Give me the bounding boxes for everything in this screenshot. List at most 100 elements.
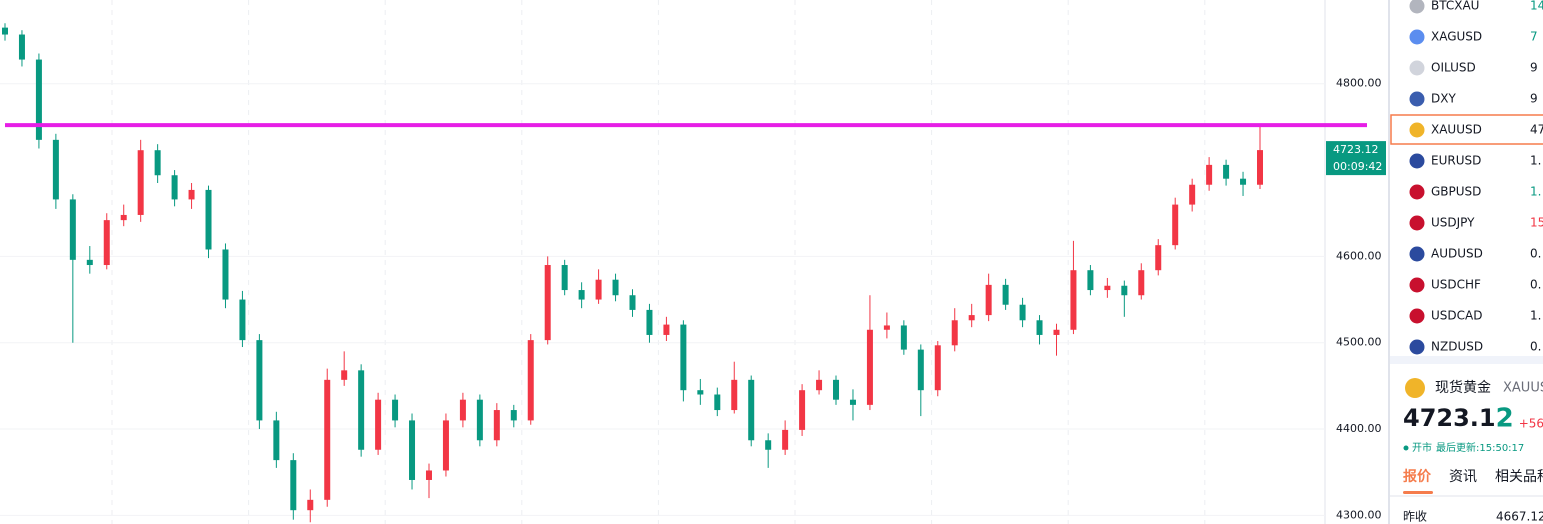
- candle-body: [1240, 178, 1247, 185]
- symbol-icon: [1409, 339, 1425, 355]
- symbol[interactable]: AUDUSD: [1431, 247, 1483, 261]
- candle-body: [120, 214, 127, 221]
- candle-body: [1138, 270, 1145, 296]
- candle-body: [154, 150, 161, 176]
- candle-body: [1070, 270, 1077, 330]
- candle-body: [1223, 164, 1230, 179]
- candle-body: [663, 324, 670, 335]
- price-last: 2: [1496, 404, 1514, 434]
- candle-body: [324, 379, 331, 500]
- candle-body: [816, 379, 823, 391]
- detail-code: XAUUS: [1503, 381, 1543, 396]
- candle-body: [69, 199, 76, 260]
- symbol-icon: [1409, 91, 1425, 107]
- candle-body: [629, 295, 636, 310]
- symbol[interactable]: USDCAD: [1431, 309, 1482, 323]
- candle-body: [866, 329, 873, 405]
- candle-body: [1206, 164, 1213, 185]
- candle-body: [883, 325, 890, 330]
- symbol[interactable]: NZDUSD: [1431, 340, 1483, 354]
- tab[interactable]: 相关品种: [1495, 469, 1543, 485]
- symbol-value: 0.: [1530, 278, 1541, 292]
- candle-body: [442, 420, 449, 471]
- symbol-icon: [1409, 29, 1425, 45]
- selected-row: [1390, 114, 1543, 145]
- candle-body: [731, 379, 738, 411]
- symbol[interactable]: USDCHF: [1431, 278, 1481, 292]
- countdown: 00:09:42: [1333, 160, 1382, 173]
- symbol-value: 1.: [1530, 154, 1541, 168]
- candle-body: [1155, 245, 1162, 271]
- candle-body: [188, 189, 195, 200]
- candle-body: [86, 259, 93, 266]
- symbol[interactable]: EURUSD: [1431, 154, 1481, 168]
- candle-body: [578, 290, 585, 300]
- detail-name: 现货黄金: [1435, 379, 1491, 396]
- candle-body: [1104, 285, 1111, 291]
- symbol-value: 1.: [1530, 185, 1541, 199]
- candle-body: [222, 249, 229, 300]
- candle-body: [35, 59, 42, 140]
- symbol-value: 9: [1530, 92, 1538, 106]
- symbol[interactable]: USDJPY: [1431, 216, 1475, 230]
- candle-body: [1053, 329, 1060, 335]
- symbol[interactable]: XAUUSD: [1431, 123, 1482, 137]
- panel-divider: [1388, 0, 1390, 524]
- candle-body: [1002, 284, 1009, 305]
- candle-body: [985, 284, 992, 316]
- tab[interactable]: 资讯: [1449, 469, 1477, 485]
- symbol-value: 9: [1530, 61, 1538, 75]
- candle-body: [476, 399, 483, 441]
- candle-body: [765, 440, 772, 450]
- gold-icon: [1405, 378, 1425, 398]
- symbol-value: 0.: [1530, 247, 1541, 261]
- candle-body: [103, 220, 110, 266]
- y-tick-label: 4500.00: [1336, 336, 1382, 349]
- tab[interactable]: 报价: [1403, 469, 1432, 485]
- candle-body: [782, 429, 789, 450]
- symbol[interactable]: DXY: [1431, 92, 1456, 106]
- symbol[interactable]: BTCXAU: [1431, 0, 1479, 13]
- symbol-icon: [1409, 153, 1425, 169]
- candle-body: [714, 394, 721, 411]
- candle-body: [205, 189, 212, 250]
- last-updated: 最后更新:15:50:17: [1436, 441, 1524, 454]
- candle-body: [375, 399, 382, 450]
- candle-body: [52, 139, 59, 200]
- candle-body: [951, 320, 958, 346]
- candle-body: [493, 410, 500, 441]
- tab-underline: [1403, 491, 1433, 494]
- candle-body: [171, 175, 178, 200]
- candle-body: [917, 349, 924, 391]
- symbol[interactable]: XAGUSD: [1431, 30, 1482, 44]
- symbol-icon: [1409, 308, 1425, 324]
- panel-gap: [1390, 356, 1543, 364]
- y-tick-label: 4800.00: [1336, 77, 1382, 90]
- candle-body: [1036, 320, 1043, 335]
- candle-body: [1121, 285, 1128, 296]
- candle-body: [544, 265, 551, 341]
- candle-body: [425, 470, 432, 480]
- candle-body: [18, 34, 25, 60]
- candle-body: [239, 299, 246, 341]
- symbol-value: 0.: [1530, 340, 1541, 354]
- candle-body: [799, 390, 806, 430]
- symbol-icon: [1409, 60, 1425, 76]
- candle-body: [934, 345, 941, 391]
- candle-body: [833, 379, 840, 400]
- symbol-icon: [1409, 246, 1425, 262]
- symbol-value: 47: [1530, 123, 1543, 137]
- candle-body: [290, 460, 297, 511]
- symbol-value: 7: [1530, 30, 1538, 44]
- candle-body: [1189, 184, 1196, 205]
- candle-body: [137, 150, 144, 215]
- candle-body: [1087, 270, 1094, 291]
- y-tick-label: 4600.00: [1336, 249, 1382, 262]
- symbol[interactable]: GBPUSD: [1431, 185, 1481, 199]
- symbol[interactable]: OILUSD: [1431, 61, 1476, 75]
- candle-body: [849, 399, 856, 405]
- symbol-icon: [1409, 277, 1425, 293]
- market-status: 开市: [1412, 441, 1432, 454]
- candle-body: [1172, 204, 1179, 246]
